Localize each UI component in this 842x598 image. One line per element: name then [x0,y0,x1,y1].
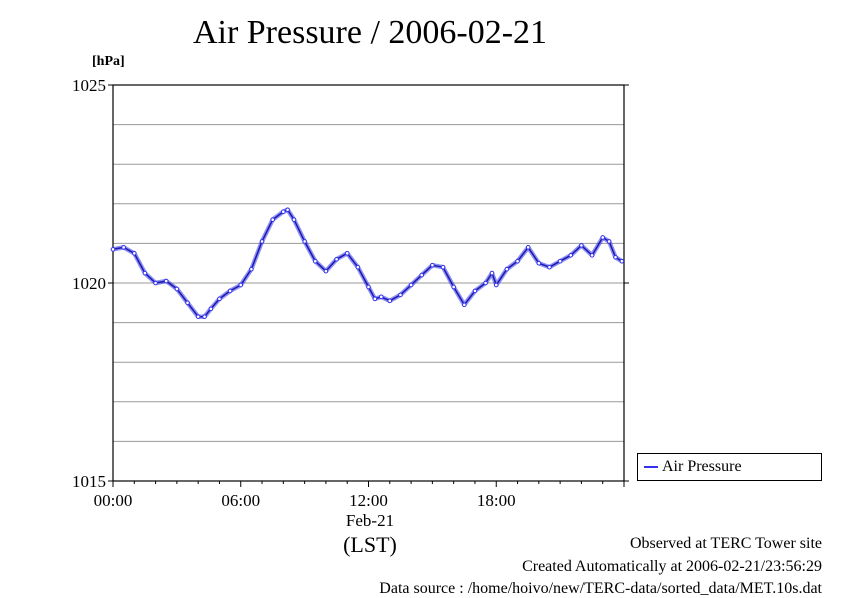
x-tick-label: 00:00 [94,491,133,510]
data-point [451,284,456,290]
data-point [270,217,275,222]
legend-label: Air Pressure [662,458,742,475]
data-point [285,207,290,213]
x-tick-label: 06:00 [221,491,260,510]
data-point [291,217,297,222]
data-point [372,296,378,302]
x-tick-label: 12:00 [349,491,388,510]
y-tick-label: 1020 [72,274,106,293]
data-point [131,251,137,256]
data-point [202,314,207,319]
data-point [153,280,158,286]
data-point [238,282,244,288]
data-point [366,284,371,290]
series-line-halo [110,207,625,319]
legend-swatch [644,466,658,468]
data-point [249,266,254,272]
data-point [259,239,265,244]
data-point [355,264,361,270]
data-point [344,251,350,256]
data-point [619,258,625,264]
gridlines [113,124,624,442]
data-point [589,252,595,258]
data-point [281,209,286,215]
data-point [613,254,618,260]
data-point [312,258,318,264]
data-point [185,300,190,306]
data-point [110,247,116,252]
x-axis-date-label: Feb-21 [345,511,395,530]
data-point [483,280,488,286]
data-point [462,302,467,308]
data-point [334,256,339,262]
data-point [142,270,148,276]
data-point [579,243,584,248]
data-point [323,268,329,274]
footer-data-source: Data source : /home/hoivo/new/TERC-data/… [379,580,822,597]
data-point [195,314,201,319]
series-layer [110,207,625,319]
x-axis-timezone-label: (LST) [343,532,397,557]
data-point [606,239,612,244]
data-point [504,266,510,272]
data-point [378,294,384,300]
data-point [557,258,563,264]
data-point [121,245,126,250]
legend: Air Pressure [637,453,822,481]
data-point [489,270,495,276]
x-tick-label: 18:00 [477,491,516,510]
data-point [493,282,499,288]
data-point [419,272,425,278]
y-tick-label: 1025 [72,76,106,95]
data-point [525,245,531,250]
data-point [600,235,606,240]
y-axis-unit-label: [hPa] [92,54,125,69]
data-point [387,298,393,304]
data-point [515,258,520,264]
data-point [547,264,552,270]
series-line [112,208,623,318]
y-tick-label: 1015 [72,472,106,491]
data-point [163,278,169,284]
footer-observed: Observed at TERC Tower site [629,535,822,552]
data-point [217,296,222,302]
data-point [536,260,542,266]
data-point [472,288,478,294]
data-point [208,306,214,312]
tick-labels: 1015 1020 1025 00:00 06:00 12:00 18:00 [72,76,516,510]
data-point [568,252,574,258]
data-point [408,282,414,288]
data-point [174,286,180,292]
data-point [302,239,307,244]
footer-created: Created Automatically at 2006-02-21/23:5… [522,558,822,575]
data-point [227,288,233,294]
data-point [398,292,403,298]
chart-title: Air Pressure / 2006-02-21 [192,14,548,51]
data-point [430,262,435,268]
axes [108,84,629,487]
data-point [440,264,446,270]
